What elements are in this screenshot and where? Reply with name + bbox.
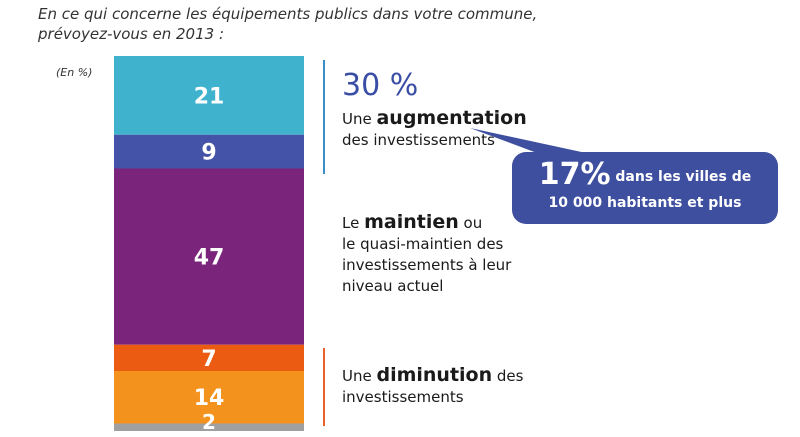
question-line-2: prévoyez-vous en 2013 :	[38, 25, 225, 43]
bar-segment-6	[114, 423, 304, 431]
decrease-bracket	[323, 348, 325, 426]
maintain-line-3: investissements à leur	[342, 256, 512, 274]
decrease-label: Une diminution des investissements	[342, 365, 523, 408]
increase-label: Une augmentation des investissements	[342, 108, 527, 151]
decrease-line-2: investissements	[342, 388, 464, 406]
increase-line-1: Une augmentation	[342, 108, 527, 130]
increase-total: 30 %	[342, 68, 419, 103]
maintain-line-2: le quasi-maintien des	[342, 235, 504, 253]
callout-line-2: 10 000 habitants et plus	[548, 195, 742, 211]
maintain-label: Le maintien ou le quasi-maintien des inv…	[342, 212, 511, 297]
bar-segment-4	[114, 344, 304, 371]
decrease-suffix: des	[492, 367, 524, 385]
maintain-line-4: niveau actuel	[342, 277, 444, 295]
maintain-bold: maintien	[364, 211, 459, 233]
decrease-bold: diminution	[376, 364, 493, 386]
increase-prefix: Une	[342, 110, 377, 128]
bar-segment-2	[114, 134, 304, 169]
callout-line-1: 17% dans les villes de	[512, 160, 778, 192]
bar-segment-3	[114, 168, 304, 345]
chart-question: En ce qui concerne les équipements publi…	[38, 4, 598, 44]
maintain-line-1: Le maintien ou	[342, 212, 511, 234]
increase-line-2: des investissements	[342, 131, 495, 149]
question-line-1: En ce qui concerne les équipements publi…	[38, 5, 538, 23]
bar-segment-1	[114, 56, 304, 135]
unit-label: (En %)	[56, 66, 93, 79]
maintain-prefix: Le	[342, 214, 365, 232]
bar-segment-5	[114, 371, 304, 424]
increase-bold: augmentation	[376, 107, 527, 129]
segment-value-label-5: 14	[194, 386, 225, 411]
segment-value-label-1: 21	[194, 84, 225, 109]
decrease-prefix: Une	[342, 367, 377, 385]
increase-bracket	[323, 60, 325, 174]
callout-value: 17%	[538, 157, 611, 192]
segment-value-label-2: 9	[201, 141, 216, 166]
segment-value-label-4: 7	[201, 347, 216, 372]
decrease-line-1: Une diminution des	[342, 365, 523, 387]
maintain-suffix: ou	[458, 214, 483, 232]
callout-box: 17% dans les villes de 10 000 habitants …	[512, 152, 778, 224]
segment-value-label-3: 47	[194, 246, 225, 271]
callout-text-1: dans les villes de	[610, 169, 752, 185]
segment-value-label-6: 2	[202, 410, 216, 434]
